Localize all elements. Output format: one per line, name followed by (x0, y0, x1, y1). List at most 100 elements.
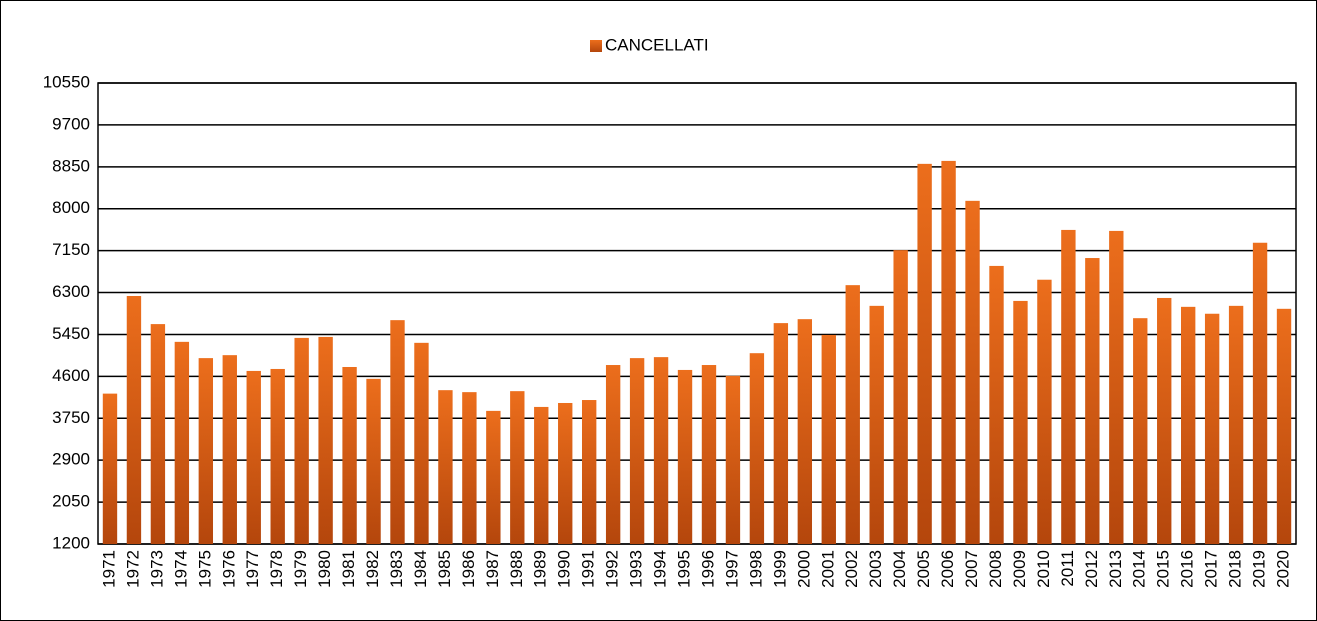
bar (1109, 230, 1124, 545)
x-tick-label: 1981 (339, 550, 358, 588)
x-tick-label: 2014 (1130, 550, 1149, 588)
y-tick-label: 3750 (52, 408, 90, 427)
bar (390, 320, 405, 544)
bar (1013, 300, 1028, 544)
x-tick-label: 2015 (1154, 550, 1173, 588)
x-tick-label: 1995 (675, 550, 694, 588)
x-tick-label: 2007 (962, 550, 981, 588)
x-tick-label: 2002 (842, 550, 861, 588)
x-tick-label: 2000 (794, 550, 813, 588)
bar (342, 366, 357, 544)
y-tick-label: 8850 (52, 156, 90, 175)
bar (270, 368, 285, 544)
bar (1157, 297, 1172, 544)
x-tick-label: 1993 (627, 550, 646, 588)
x-tick-label: 1982 (363, 550, 382, 588)
x-tick-label: 1979 (291, 550, 310, 588)
bar (629, 358, 645, 544)
x-tick-label: 1996 (698, 550, 717, 588)
bar (486, 410, 501, 544)
x-tick-label: 1990 (555, 550, 574, 588)
x-tick-label: 1984 (411, 550, 430, 588)
x-tick-label: 1973 (147, 550, 166, 588)
bar (510, 391, 525, 544)
x-tick-label: 1978 (267, 550, 286, 588)
bar (893, 250, 908, 544)
bar (558, 402, 573, 544)
legend-swatch (590, 40, 602, 52)
x-tick-label: 1987 (483, 550, 502, 588)
bar (989, 265, 1004, 544)
y-tick-label: 7150 (52, 240, 90, 259)
bar (797, 319, 813, 544)
y-tick-label: 2900 (52, 450, 90, 469)
x-tick-label: 2009 (1010, 550, 1029, 588)
bar (845, 285, 860, 544)
x-tick-label: 2010 (1034, 550, 1053, 588)
x-tick-label: 1975 (195, 550, 214, 588)
x-tick-label: 1999 (770, 550, 789, 588)
x-tick-label: 1986 (459, 550, 478, 588)
bar (917, 163, 932, 544)
bar (605, 365, 621, 544)
x-tick-label: 1977 (243, 550, 262, 588)
x-tick-label: 1985 (435, 550, 454, 588)
bar (1061, 229, 1076, 544)
x-tick-label: 1992 (603, 550, 622, 588)
x-tick-label: 2001 (818, 550, 837, 588)
x-tick-label: 2011 (1058, 550, 1077, 587)
bar (174, 341, 190, 544)
x-tick-label: 1998 (746, 550, 765, 588)
bar (1085, 258, 1100, 544)
x-tick-label: 1976 (219, 550, 238, 588)
bar (414, 342, 429, 544)
x-tick-label: 2019 (1250, 550, 1269, 588)
bar (869, 305, 884, 544)
legend-label: CANCELLATI (605, 35, 709, 54)
bar (701, 365, 717, 544)
bar (773, 323, 789, 544)
bar (318, 336, 333, 544)
bar (126, 295, 142, 544)
x-tick-label: 1980 (315, 550, 334, 588)
bar (1252, 242, 1268, 544)
x-tick-label: 1994 (651, 550, 670, 588)
y-tick-label: 4600 (52, 366, 90, 385)
bar (246, 370, 261, 544)
x-tick-label: 2013 (1106, 550, 1125, 588)
y-tick-label: 8000 (52, 198, 90, 217)
bar (1037, 279, 1052, 544)
y-tick-label: 2050 (52, 492, 90, 511)
bar (1228, 305, 1244, 544)
bar (102, 393, 118, 544)
x-tick-label: 1997 (722, 550, 741, 588)
bar (198, 358, 214, 544)
bar (677, 369, 693, 544)
bar (438, 390, 453, 544)
plot-border (97, 82, 1297, 545)
x-tick-label: 1972 (123, 550, 142, 588)
x-tick-label: 2012 (1082, 550, 1101, 588)
y-tick-label: 6300 (52, 282, 90, 301)
x-tick-label: 1989 (531, 550, 550, 588)
x-tick-label: 2018 (1226, 550, 1245, 588)
bar (1276, 308, 1292, 544)
x-tick-label: 2008 (986, 550, 1005, 588)
bar (725, 375, 741, 544)
bar (1180, 306, 1196, 544)
bar (222, 355, 237, 544)
x-tick-label: 2020 (1274, 550, 1293, 588)
x-tick-label: 1988 (507, 550, 526, 588)
bar (534, 406, 549, 544)
x-tick-label: 2006 (938, 550, 957, 588)
y-tick-label: 10550 (43, 72, 90, 91)
x-tick-label: 1974 (171, 550, 190, 588)
bar (294, 337, 309, 544)
bar (821, 334, 836, 544)
bar (366, 378, 381, 544)
x-tick-label: 2017 (1202, 550, 1221, 588)
x-tick-label: 1983 (387, 550, 406, 588)
x-tick-label: 1971 (99, 550, 118, 588)
bar (1204, 313, 1220, 544)
bar (965, 200, 980, 544)
